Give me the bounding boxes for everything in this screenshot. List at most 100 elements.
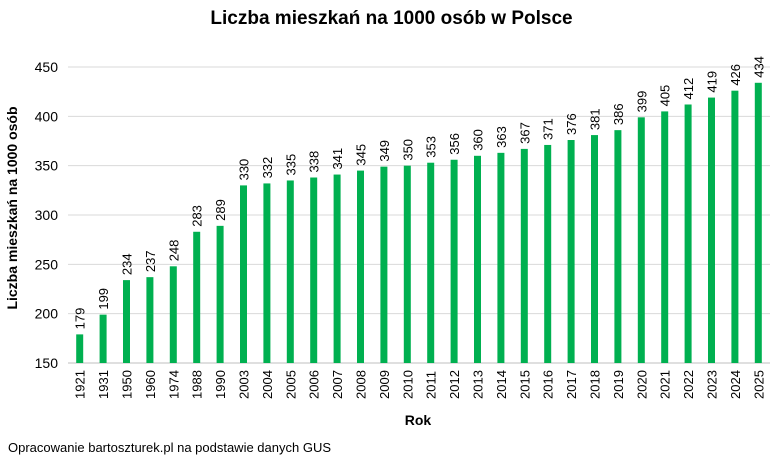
data-label: 412: [681, 78, 696, 100]
x-tick-label: 1931: [96, 370, 111, 399]
x-tick-label: 2018: [588, 370, 603, 399]
data-label: 341: [330, 148, 345, 170]
y-tick-label: 250: [35, 256, 59, 272]
bar: [380, 166, 388, 363]
x-tick-label: 2023: [705, 370, 720, 399]
data-label: 330: [237, 159, 252, 181]
bar: [567, 140, 575, 363]
bar: [263, 183, 271, 363]
bar: [708, 97, 715, 363]
bars: [76, 82, 762, 364]
bar: [357, 170, 364, 363]
data-label: 386: [611, 103, 626, 125]
x-tick-label: 2024: [728, 370, 743, 399]
x-tick-label: 1921: [73, 370, 88, 399]
bar: [216, 225, 224, 363]
x-tick-label: 2004: [260, 370, 275, 399]
bar: [661, 111, 669, 364]
x-axis-label: Rok: [405, 412, 432, 428]
bar: [450, 159, 458, 363]
data-label: 289: [213, 199, 228, 221]
x-tick-label: 2017: [564, 370, 579, 399]
x-tick-label: 2013: [471, 370, 486, 399]
data-label: 363: [494, 126, 509, 148]
data-label: 234: [120, 253, 135, 275]
x-tick-label: 2010: [400, 370, 415, 399]
data-label: 426: [728, 64, 743, 86]
x-tick-label: 2015: [517, 370, 532, 399]
bar: [240, 185, 247, 363]
data-label: 381: [588, 108, 603, 130]
x-tick-label: 1988: [190, 370, 205, 399]
source-note: Opracowanie bartoszturek.pl na podstawie…: [8, 440, 332, 455]
y-tick-label: 450: [35, 59, 59, 75]
data-label: 179: [73, 308, 88, 330]
bar: [731, 90, 739, 364]
x-tick-label: 1974: [166, 370, 181, 399]
x-tick-label: 1950: [120, 370, 135, 399]
bar: [637, 117, 645, 363]
data-label: 332: [260, 157, 275, 179]
bar: [333, 174, 341, 363]
x-axis-ticks: 1921 1931 1950 1960 1974 1988 1990 2003 2004 2005…: [73, 370, 767, 399]
data-label: 371: [541, 118, 556, 140]
bar: [286, 180, 294, 363]
y-tick-label: 200: [35, 306, 59, 322]
x-tick-label: 2016: [541, 370, 556, 399]
x-tick-label: 2003: [237, 370, 252, 399]
data-label: 345: [354, 144, 369, 166]
bar: [403, 165, 411, 363]
x-tick-label: 2008: [354, 370, 369, 399]
bar: [193, 231, 201, 363]
bar: [146, 277, 154, 363]
data-label: 356: [447, 133, 462, 155]
bar: [544, 144, 552, 363]
bar: [310, 177, 318, 363]
bar: [169, 266, 177, 363]
bar: [76, 334, 84, 363]
x-tick-label: 2005: [283, 370, 298, 399]
data-label: 434: [751, 56, 766, 78]
x-tick-label: 2009: [377, 370, 392, 399]
chart-title: Liczba mieszkań na 1000 osób w Polsce: [210, 8, 573, 29]
bar: [497, 152, 505, 363]
x-tick-label: 2025: [751, 370, 766, 399]
bar: [754, 82, 762, 363]
y-tick-label: 350: [35, 158, 59, 174]
data-label: 335: [283, 154, 298, 176]
gridlines: [68, 66, 770, 364]
data-label: 199: [96, 288, 111, 310]
data-label: 399: [634, 91, 649, 113]
x-tick-label: 2014: [494, 370, 509, 399]
x-tick-label: 2007: [330, 370, 345, 399]
x-tick-label: 2022: [681, 370, 696, 399]
x-tick-label: 2019: [611, 370, 626, 399]
y-tick-label: 300: [35, 207, 59, 223]
x-tick-label: 1990: [213, 370, 228, 399]
y-axis-ticks: 150 200 250 300 350 400 450: [35, 59, 59, 371]
data-label: 248: [166, 240, 181, 262]
data-label: 367: [517, 122, 532, 144]
bar: [614, 130, 622, 363]
data-label: 338: [307, 151, 322, 173]
data-label: 360: [471, 129, 486, 151]
data-label: 353: [424, 136, 439, 158]
x-tick-label: 2021: [658, 370, 673, 399]
data-labels: 179 199 234 237 248 283 289 330 332 335 338 341 345 3…: [73, 56, 767, 329]
data-label: 283: [190, 205, 205, 227]
x-tick-label: 1960: [143, 370, 158, 399]
bar: [684, 104, 692, 363]
data-label: 237: [143, 250, 158, 272]
y-axis-label: Liczba mieszkań na 1000 osób: [4, 106, 20, 309]
data-label: 405: [658, 85, 673, 107]
bar: [591, 135, 598, 363]
bar: [520, 148, 528, 363]
x-tick-label: 2011: [424, 371, 439, 399]
bar: [427, 162, 435, 363]
data-label: 350: [400, 139, 415, 161]
bar: [99, 314, 107, 363]
x-tick-label: 2006: [307, 370, 322, 399]
x-tick-label: 2012: [447, 370, 462, 399]
y-tick-label: 400: [35, 108, 59, 124]
data-label: 349: [377, 140, 392, 162]
